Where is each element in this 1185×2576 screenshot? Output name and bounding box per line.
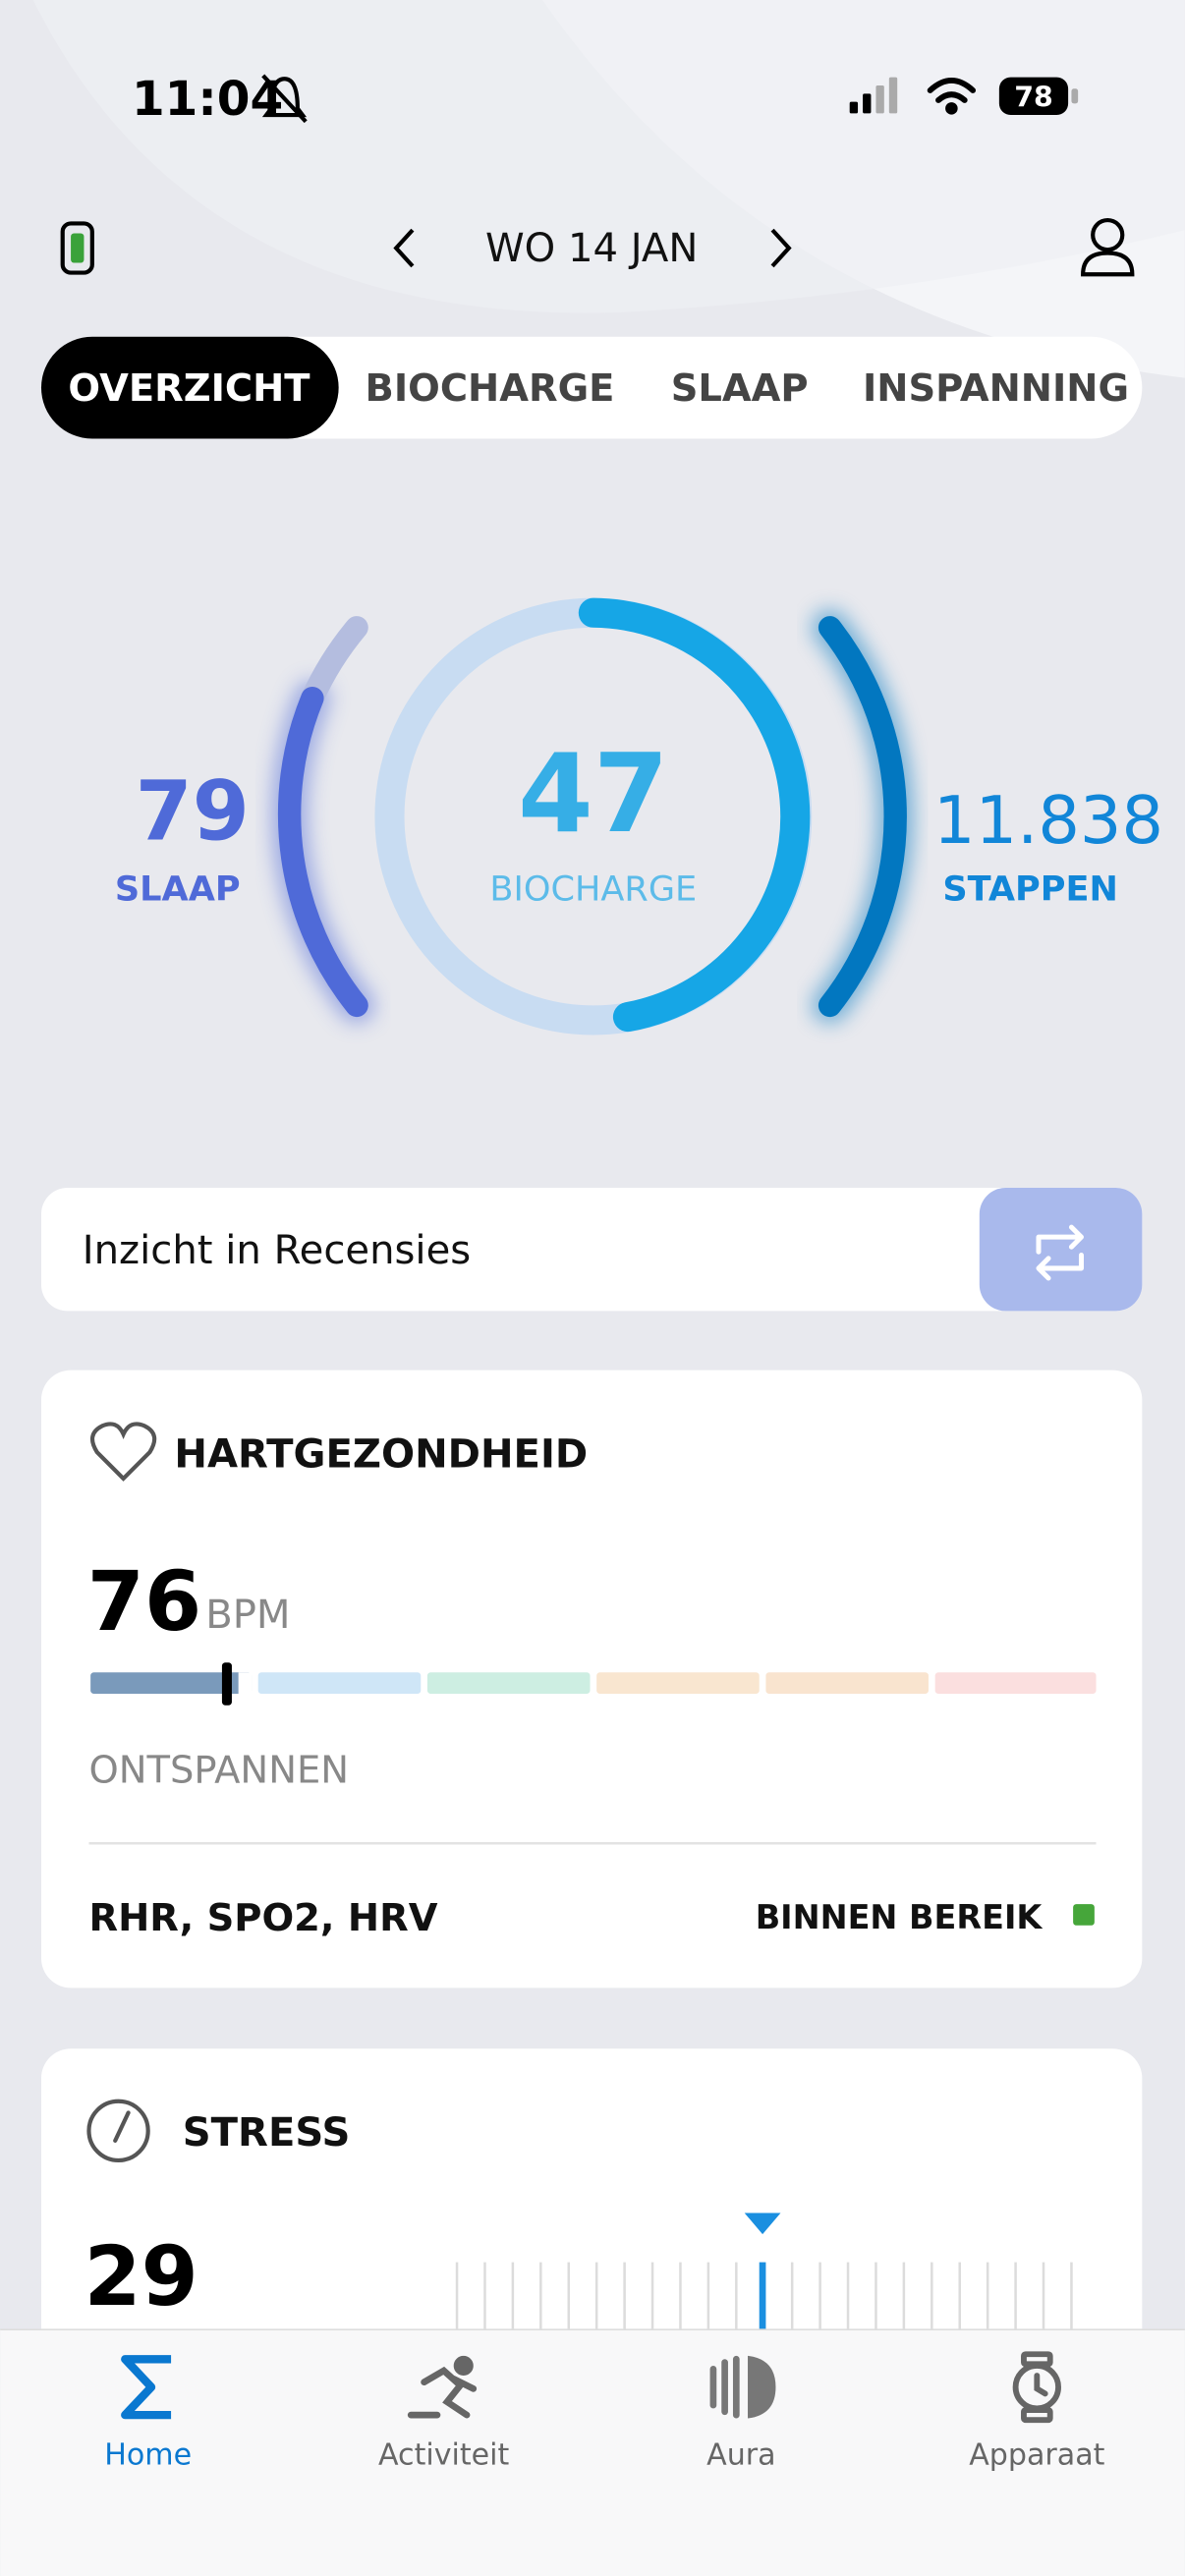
tab-active [40, 336, 339, 439]
battery-level: 78 [1014, 82, 1053, 114]
sleep-value: 79 [136, 762, 250, 859]
biocharge-value: 47 [518, 732, 669, 858]
stress-title: STRESS [183, 2110, 351, 2156]
next-day[interactable] [770, 228, 792, 268]
nav-bar [0, 2329, 1185, 2576]
heart-status: BINNEN BEREIK [756, 1898, 1044, 1936]
device-icon[interactable] [60, 221, 94, 275]
date-label: WO 14 JAN [485, 226, 698, 271]
heart-zone-bar [90, 1662, 1097, 1706]
stress-value: 29 [84, 2228, 198, 2324]
stress-scale [455, 2262, 1073, 2330]
stress-icon [86, 2099, 150, 2163]
prev-day[interactable] [393, 228, 415, 268]
heart-title: HARTGEZONDHEID [174, 1431, 588, 1477]
profile-icon[interactable] [1081, 217, 1135, 277]
heart-card[interactable] [40, 1370, 1143, 1988]
stress-pointer [744, 2212, 781, 2235]
aura-icon [709, 2355, 776, 2419]
nav-item[interactable]: Apparaat [969, 2437, 1104, 2472]
insight-label: Inzicht in Recensies [83, 1228, 471, 1273]
nav-item[interactable]: Home [104, 2437, 192, 2472]
status-dot [1073, 1904, 1095, 1926]
biocharge-arc [578, 597, 811, 1033]
battery-tip [1071, 88, 1079, 104]
heart-metrics: RHR, SPO2, HRV [88, 1896, 437, 1940]
heart-unit: BPM [205, 1593, 290, 1638]
nav-item[interactable]: Aura [706, 2437, 775, 2472]
heart-value: 76 [87, 1553, 201, 1650]
battery [998, 77, 1069, 116]
steps-arc [818, 616, 907, 1018]
biocharge-label: BIOCHARGE [489, 868, 697, 909]
signal-icon [849, 77, 898, 114]
heart-zone: ONTSPANNEN [88, 1748, 349, 1792]
wifi-icon [927, 78, 977, 115]
tab[interactable]: SLAAP [671, 366, 809, 411]
nav-item[interactable]: Activiteit [378, 2437, 510, 2472]
heart-icon [89, 1422, 157, 1482]
activity-icon [407, 2355, 478, 2419]
insight-card[interactable] [40, 1187, 1143, 1312]
steps-value: 11.838 [933, 782, 1163, 859]
tab[interactable]: INSPANNING [863, 366, 1129, 411]
device-nav-icon [1012, 2351, 1061, 2424]
insight-button[interactable] [979, 1187, 1143, 1312]
steps-label: STAPPEN [942, 868, 1118, 909]
tab[interactable]: BIOCHARGE [366, 366, 615, 411]
status-time: 11:04 [132, 72, 283, 127]
home-icon [121, 2355, 172, 2420]
sleep-arc [277, 686, 368, 1018]
swap-icon [1036, 1224, 1084, 1281]
tab[interactable]: OVERZICHT [68, 366, 310, 411]
mute-icon [261, 74, 308, 124]
sleep-label: SLAAP [115, 868, 241, 909]
